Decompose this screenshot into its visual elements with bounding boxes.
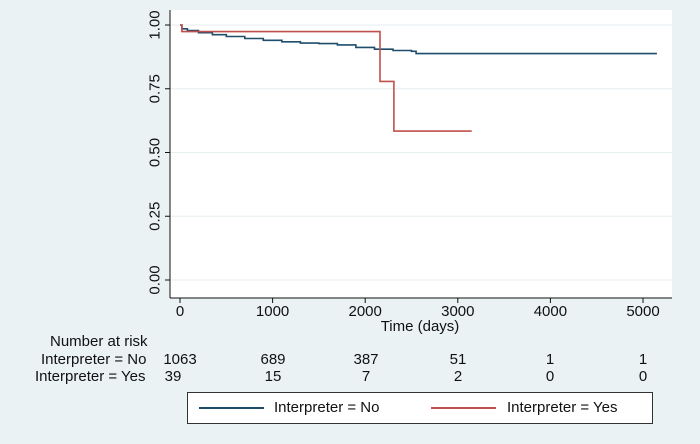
risk-cell-yes-t2000: 7 [361, 368, 371, 385]
y-tick-label-0: 0.00 [147, 265, 164, 294]
risk-cell-yes-t5000: 0 [638, 368, 648, 385]
risk-row-label-no: Interpreter = No [41, 351, 147, 368]
risk-row-label-yes: Interpreter = Yes [35, 368, 146, 385]
risk-cell-no-t4000: 1 [545, 351, 555, 368]
risk-cell-no-t2000: 387 [353, 351, 379, 368]
x-axis-label: Time (days) [381, 318, 460, 335]
legend-swatch-no [199, 407, 264, 409]
legend-label-no: Interpreter = No [274, 399, 380, 416]
plot-area [170, 10, 672, 298]
series-line-yes [180, 24, 472, 132]
risk-cell-no-t3000: 51 [449, 351, 467, 368]
x-tick-label-5: 5000 [626, 303, 659, 320]
y-tick-label-3: 0.75 [147, 74, 164, 103]
risk-cell-no-t1000: 689 [260, 351, 286, 368]
legend: Interpreter = No Interpreter = Yes [187, 392, 653, 424]
risk-cell-yes-t4000: 0 [545, 368, 555, 385]
x-tick-label-1: 1000 [256, 303, 289, 320]
x-tick-label-0: 0 [176, 303, 184, 320]
risk-cell-no-t5000: 1 [638, 351, 648, 368]
risk-cell-yes-t3000: 2 [453, 368, 463, 385]
x-tick-label-3: 3000 [441, 303, 474, 320]
risk-table-title: Number at risk [50, 333, 148, 350]
y-tick-label-2: 0.50 [147, 138, 164, 167]
y-tick-label-4: 1.00 [147, 10, 164, 39]
risk-cell-yes-t0: 39 [164, 368, 182, 385]
legend-swatch-yes [431, 407, 496, 409]
x-tick-label-4: 4000 [534, 303, 567, 320]
risk-cell-yes-t1000: 15 [264, 368, 282, 385]
risk-cell-no-t0: 1063 [163, 351, 197, 368]
legend-label-yes: Interpreter = Yes [507, 399, 618, 416]
x-tick-label-2: 2000 [349, 303, 382, 320]
y-tick-label-1: 0.25 [147, 202, 164, 231]
